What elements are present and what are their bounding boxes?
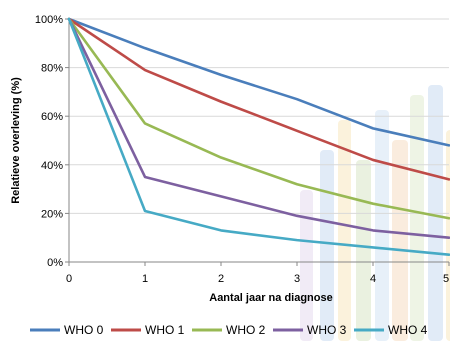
watermark-crayon bbox=[392, 140, 408, 341]
x-tick-labels: 0 1 2 3 4 5 bbox=[66, 273, 449, 285]
legend-label: WHO 2 bbox=[226, 323, 266, 337]
y-tick-label: 0% bbox=[47, 257, 63, 269]
series-line-who-0 bbox=[67, 17, 450, 147]
legend: WHO 0 WHO 1 WHO 2 WHO 3 WHO 4 bbox=[30, 323, 428, 337]
y-tick-label: 80% bbox=[41, 63, 63, 75]
y-tick-label: 20% bbox=[41, 208, 63, 220]
x-tick-label: 1 bbox=[142, 273, 148, 285]
legend-label: WHO 3 bbox=[307, 323, 347, 337]
watermark-crayon bbox=[446, 130, 450, 341]
watermark-crayon bbox=[320, 150, 334, 341]
y-axis-label: Relatieve overleving (%) bbox=[10, 77, 22, 204]
data-series bbox=[67, 17, 450, 257]
legend-label: WHO 4 bbox=[388, 323, 428, 337]
series-line-who-1 bbox=[67, 17, 450, 181]
x-tick-label: 0 bbox=[66, 273, 72, 285]
watermark-crayon bbox=[375, 110, 389, 341]
y-tick-label: 40% bbox=[41, 160, 63, 172]
legend-label: WHO 0 bbox=[64, 323, 104, 337]
x-tick-label: 4 bbox=[370, 273, 376, 285]
watermark-crayon bbox=[338, 120, 351, 341]
axes bbox=[65, 18, 450, 266]
y-tick-labels: 0% 20% 40% 60% 80% 100% bbox=[35, 14, 63, 269]
watermark-crayon bbox=[410, 95, 424, 341]
x-tick-label: 2 bbox=[218, 273, 224, 285]
x-axis-label: Aantal jaar na diagnose bbox=[209, 292, 332, 304]
series-line-who-4 bbox=[67, 17, 450, 257]
x-tick-label: 5 bbox=[443, 273, 449, 285]
watermark-crayon bbox=[356, 160, 371, 341]
y-tick-label: 100% bbox=[35, 14, 63, 26]
x-tick-label: 3 bbox=[294, 273, 300, 285]
series-line-who-2 bbox=[67, 17, 450, 220]
y-tick-label: 60% bbox=[41, 111, 63, 123]
legend-label: WHO 1 bbox=[145, 323, 185, 337]
watermark-crayon bbox=[300, 190, 313, 341]
series-line-who-3 bbox=[67, 17, 450, 239]
